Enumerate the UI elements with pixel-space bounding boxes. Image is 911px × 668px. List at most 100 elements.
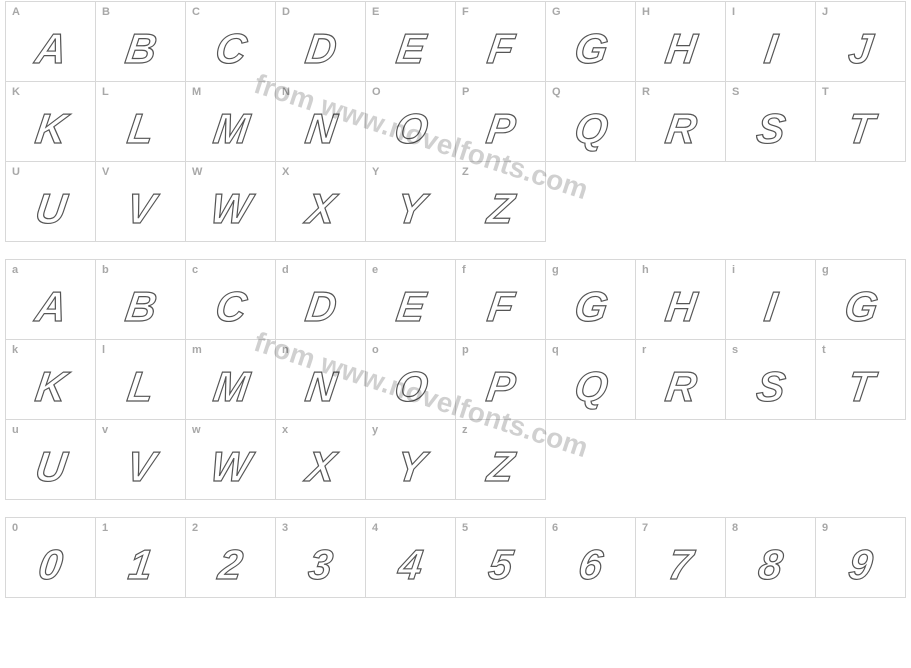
glyph-cell[interactable]: sS [726, 340, 816, 420]
glyph: W [208, 446, 253, 488]
glyph-cell[interactable]: 99 [816, 518, 906, 598]
glyph-wrap: 0 [6, 536, 95, 593]
glyph: Z [485, 446, 516, 488]
glyph-wrap: S [726, 358, 815, 415]
glyph-cell[interactable]: nN [276, 340, 366, 420]
glyph: Q [572, 108, 610, 150]
glyph-cell[interactable]: kK [6, 340, 96, 420]
glyph: G [572, 286, 610, 328]
glyph-cell[interactable]: QQ [546, 82, 636, 162]
glyph-cell[interactable]: wW [186, 420, 276, 500]
glyph-cell[interactable]: TT [816, 82, 906, 162]
glyph-cell[interactable]: zZ [456, 420, 546, 500]
glyph-cell[interactable]: BB [96, 2, 186, 82]
glyph-cell[interactable]: dD [276, 260, 366, 340]
glyph-wrap: Q [546, 100, 635, 157]
glyph: L [125, 366, 156, 408]
glyph-cell[interactable]: gG [546, 260, 636, 340]
glyph-cell[interactable]: vV [96, 420, 186, 500]
glyph-wrap: 6 [546, 536, 635, 593]
glyph-cell[interactable]: rR [636, 340, 726, 420]
cell-label: S [732, 86, 739, 98]
cell-label: u [12, 424, 19, 436]
glyph-cell[interactable]: uU [6, 420, 96, 500]
glyph-cell[interactable]: 44 [366, 518, 456, 598]
glyph-cell[interactable]: HH [636, 2, 726, 82]
glyph-cell[interactable]: pP [456, 340, 546, 420]
cell-label: N [282, 86, 290, 98]
cell-label: x [282, 424, 288, 436]
glyph: E [394, 286, 427, 328]
glyph-cell[interactable]: MM [186, 82, 276, 162]
cell-label: L [102, 86, 109, 98]
glyph-cell[interactable]: eE [366, 260, 456, 340]
glyph-cell[interactable]: UU [6, 162, 96, 242]
glyph-cell[interactable]: cC [186, 260, 276, 340]
glyph-cell[interactable]: LL [96, 82, 186, 162]
glyph-wrap: X [276, 438, 365, 495]
glyph-cell[interactable]: RR [636, 82, 726, 162]
glyph-wrap: U [6, 180, 95, 237]
cell-label: Q [552, 86, 561, 98]
glyph-cell[interactable]: bB [96, 260, 186, 340]
glyph: K [33, 366, 68, 408]
glyph-cell[interactable]: 11 [96, 518, 186, 598]
glyph-cell[interactable]: 00 [6, 518, 96, 598]
glyph-cell[interactable]: OO [366, 82, 456, 162]
glyph-cell[interactable]: yY [366, 420, 456, 500]
glyph-cell[interactable]: SS [726, 82, 816, 162]
glyph-cell[interactable]: 77 [636, 518, 726, 598]
glyph-cell[interactable]: ZZ [456, 162, 546, 242]
glyph-wrap: P [456, 358, 545, 415]
cell-label: w [192, 424, 201, 436]
glyph: X [304, 188, 337, 230]
cell-label: J [822, 6, 828, 18]
glyph-cell[interactable]: VV [96, 162, 186, 242]
glyph-cell[interactable]: CC [186, 2, 276, 82]
glyph-cell[interactable]: aA [6, 260, 96, 340]
cell-label: y [372, 424, 378, 436]
glyph-wrap: D [276, 20, 365, 77]
charmap-block-digits: 00112233445566778899 [5, 517, 906, 598]
cell-label: d [282, 264, 289, 276]
glyph-wrap: L [96, 100, 185, 157]
glyph-wrap: 2 [186, 536, 275, 593]
glyph-cell[interactable]: 88 [726, 518, 816, 598]
glyph-cell[interactable]: 66 [546, 518, 636, 598]
glyph-wrap: Z [456, 438, 545, 495]
cell-label: H [642, 6, 650, 18]
glyph-cell[interactable]: gG [816, 260, 906, 340]
glyph-cell[interactable]: iI [726, 260, 816, 340]
glyph: O [392, 108, 430, 150]
glyph: A [33, 286, 68, 328]
glyph-cell[interactable]: WW [186, 162, 276, 242]
glyph-cell[interactable]: DD [276, 2, 366, 82]
glyph-cell[interactable]: YY [366, 162, 456, 242]
glyph-cell[interactable]: fF [456, 260, 546, 340]
glyph-cell[interactable]: NN [276, 82, 366, 162]
glyph-cell[interactable]: KK [6, 82, 96, 162]
glyph-cell[interactable]: 33 [276, 518, 366, 598]
glyph-cell[interactable]: 22 [186, 518, 276, 598]
glyph-cell[interactable]: EE [366, 2, 456, 82]
glyph-cell[interactable]: XX [276, 162, 366, 242]
glyph-cell[interactable]: JJ [816, 2, 906, 82]
glyph-cell[interactable]: hH [636, 260, 726, 340]
cell-label: E [372, 6, 379, 18]
glyph-cell[interactable]: AA [6, 2, 96, 82]
glyph-cell[interactable]: oO [366, 340, 456, 420]
glyph-cell[interactable]: xX [276, 420, 366, 500]
glyph-cell[interactable]: GG [546, 2, 636, 82]
glyph-cell[interactable]: PP [456, 82, 546, 162]
glyph-cell[interactable]: 55 [456, 518, 546, 598]
glyph-cell[interactable]: FF [456, 2, 546, 82]
glyph-cell[interactable]: lL [96, 340, 186, 420]
glyph-wrap: O [366, 358, 455, 415]
glyph-cell[interactable]: tT [816, 340, 906, 420]
glyph-cell[interactable]: mM [186, 340, 276, 420]
glyph: 4 [396, 544, 424, 586]
glyph-cell[interactable]: qQ [546, 340, 636, 420]
glyph-wrap: W [186, 438, 275, 495]
cell-label: e [372, 264, 378, 276]
glyph-cell[interactable]: II [726, 2, 816, 82]
